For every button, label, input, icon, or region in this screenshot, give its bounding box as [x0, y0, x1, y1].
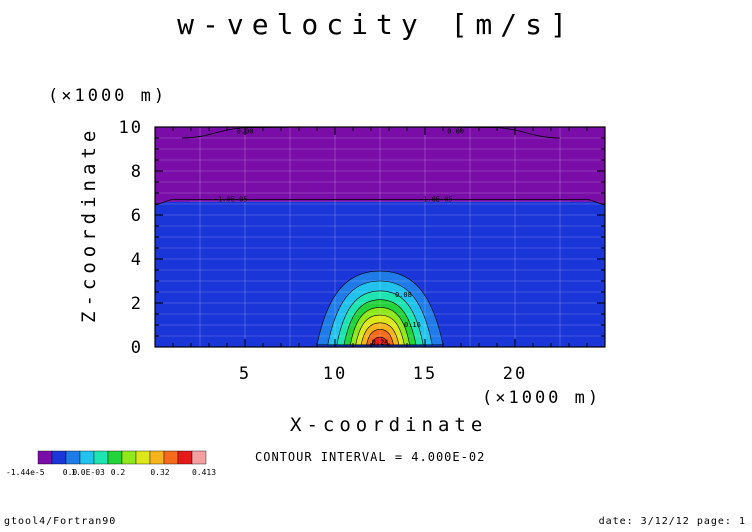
legend-swatch-6: [121, 450, 137, 465]
x-axis-unit: (×1000 m): [482, 388, 602, 408]
grid-lines: [155, 127, 605, 347]
interface-left: [155, 199, 191, 206]
plot-fills: [155, 127, 605, 347]
legend-swatch-9: [163, 450, 179, 465]
legend-swatch-0: [37, 450, 53, 465]
axes: 5 10 15 20 0 2 4 6 8 10: [119, 118, 606, 384]
updraft-contour-1: [327, 280, 433, 346]
x-tick-label: 10: [323, 364, 347, 384]
region-0: [155, 127, 605, 202]
y-tick-label: 6: [131, 206, 143, 226]
updraft-contour-7: [366, 329, 394, 346]
updraft-contour-8: [371, 336, 389, 346]
legend-swatch-1: [51, 450, 67, 465]
updraft-contour-6: [360, 322, 400, 346]
legend-swatch-2: [65, 450, 81, 465]
interface-contour: [154, 199, 606, 206]
updraft-contour-2: [336, 290, 424, 346]
y-tick-label: 4: [131, 250, 143, 270]
interface-right: [569, 199, 605, 206]
legend-swatch-5: [107, 450, 123, 465]
legend-label-4: 0.32: [150, 468, 169, 477]
legend-swatch-7: [135, 450, 151, 465]
contour-label-4: 0.08: [395, 291, 412, 299]
legend-label-1: 0.0: [63, 468, 78, 477]
legend-label-0: -1.44e-5: [6, 468, 45, 477]
updraft-contour-3: [343, 299, 417, 346]
legend-label-3: 0.2: [111, 468, 126, 477]
y-tick-label: 10: [119, 118, 143, 138]
x-tick-label: 5: [239, 364, 251, 384]
updraft-contour-4: [349, 307, 411, 346]
updraft-contour-5: [355, 314, 405, 346]
footer-software: gtool4/Fortran90: [4, 516, 117, 527]
contour-interval-note: CONTOUR INTERVAL = 4.000E-02: [255, 450, 486, 464]
legend-label-2: 1.0E-03: [71, 468, 105, 477]
contour-label-1: 0.00: [447, 127, 464, 135]
x-axis-label: X-coordinate: [290, 414, 488, 436]
legend-swatch-11: [191, 450, 207, 465]
color-legend: -1.44e-5 0.01.0E-03 0.2 0.32 0.413: [6, 450, 216, 477]
contour-label-3: -1.0E-05: [419, 196, 453, 204]
y-axis-unit: (×1000 m): [48, 86, 168, 106]
legend-swatch-4: [93, 450, 109, 465]
contour-label-5: 0.16: [404, 321, 421, 329]
y-tick-label: 0: [131, 338, 143, 358]
x-tick-label: 15: [413, 364, 437, 384]
contour-label-6: 0.24: [372, 339, 389, 347]
legend-label-5: 0.413: [192, 468, 216, 477]
x-tick-label: 20: [503, 364, 527, 384]
y-tick-label: 8: [131, 162, 143, 182]
updraft-contour-0: [316, 270, 444, 346]
legend-swatch-8: [149, 450, 165, 465]
contour-label-2: -1.0E-05: [214, 196, 248, 204]
legend-swatch-10: [177, 450, 193, 465]
legend-swatch-3: [79, 450, 95, 465]
chart-title: w-velocity [m/s]: [177, 8, 575, 41]
y-tick-label: 2: [131, 294, 143, 314]
footer-date-page: date: 3/12/12 page: 1: [598, 516, 746, 527]
updraft-shell-8: [371, 337, 389, 345]
